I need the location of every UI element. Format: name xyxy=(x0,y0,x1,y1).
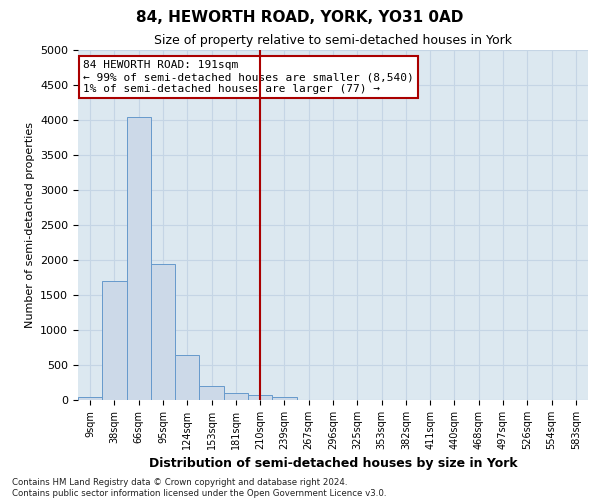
Bar xyxy=(102,281,127,400)
Y-axis label: Number of semi-detached properties: Number of semi-detached properties xyxy=(25,122,35,328)
Bar xyxy=(272,397,296,400)
Bar xyxy=(175,354,199,400)
Bar xyxy=(127,116,151,400)
X-axis label: Distribution of semi-detached houses by size in York: Distribution of semi-detached houses by … xyxy=(149,458,517,470)
Text: 84 HEWORTH ROAD: 191sqm
← 99% of semi-detached houses are smaller (8,540)
1% of : 84 HEWORTH ROAD: 191sqm ← 99% of semi-de… xyxy=(83,60,414,94)
Text: Contains HM Land Registry data © Crown copyright and database right 2024.
Contai: Contains HM Land Registry data © Crown c… xyxy=(12,478,386,498)
Title: Size of property relative to semi-detached houses in York: Size of property relative to semi-detach… xyxy=(154,34,512,48)
Bar xyxy=(78,397,102,400)
Bar xyxy=(248,395,272,400)
Bar xyxy=(224,393,248,400)
Text: 84, HEWORTH ROAD, YORK, YO31 0AD: 84, HEWORTH ROAD, YORK, YO31 0AD xyxy=(136,10,464,25)
Bar xyxy=(151,264,175,400)
Bar xyxy=(199,386,224,400)
